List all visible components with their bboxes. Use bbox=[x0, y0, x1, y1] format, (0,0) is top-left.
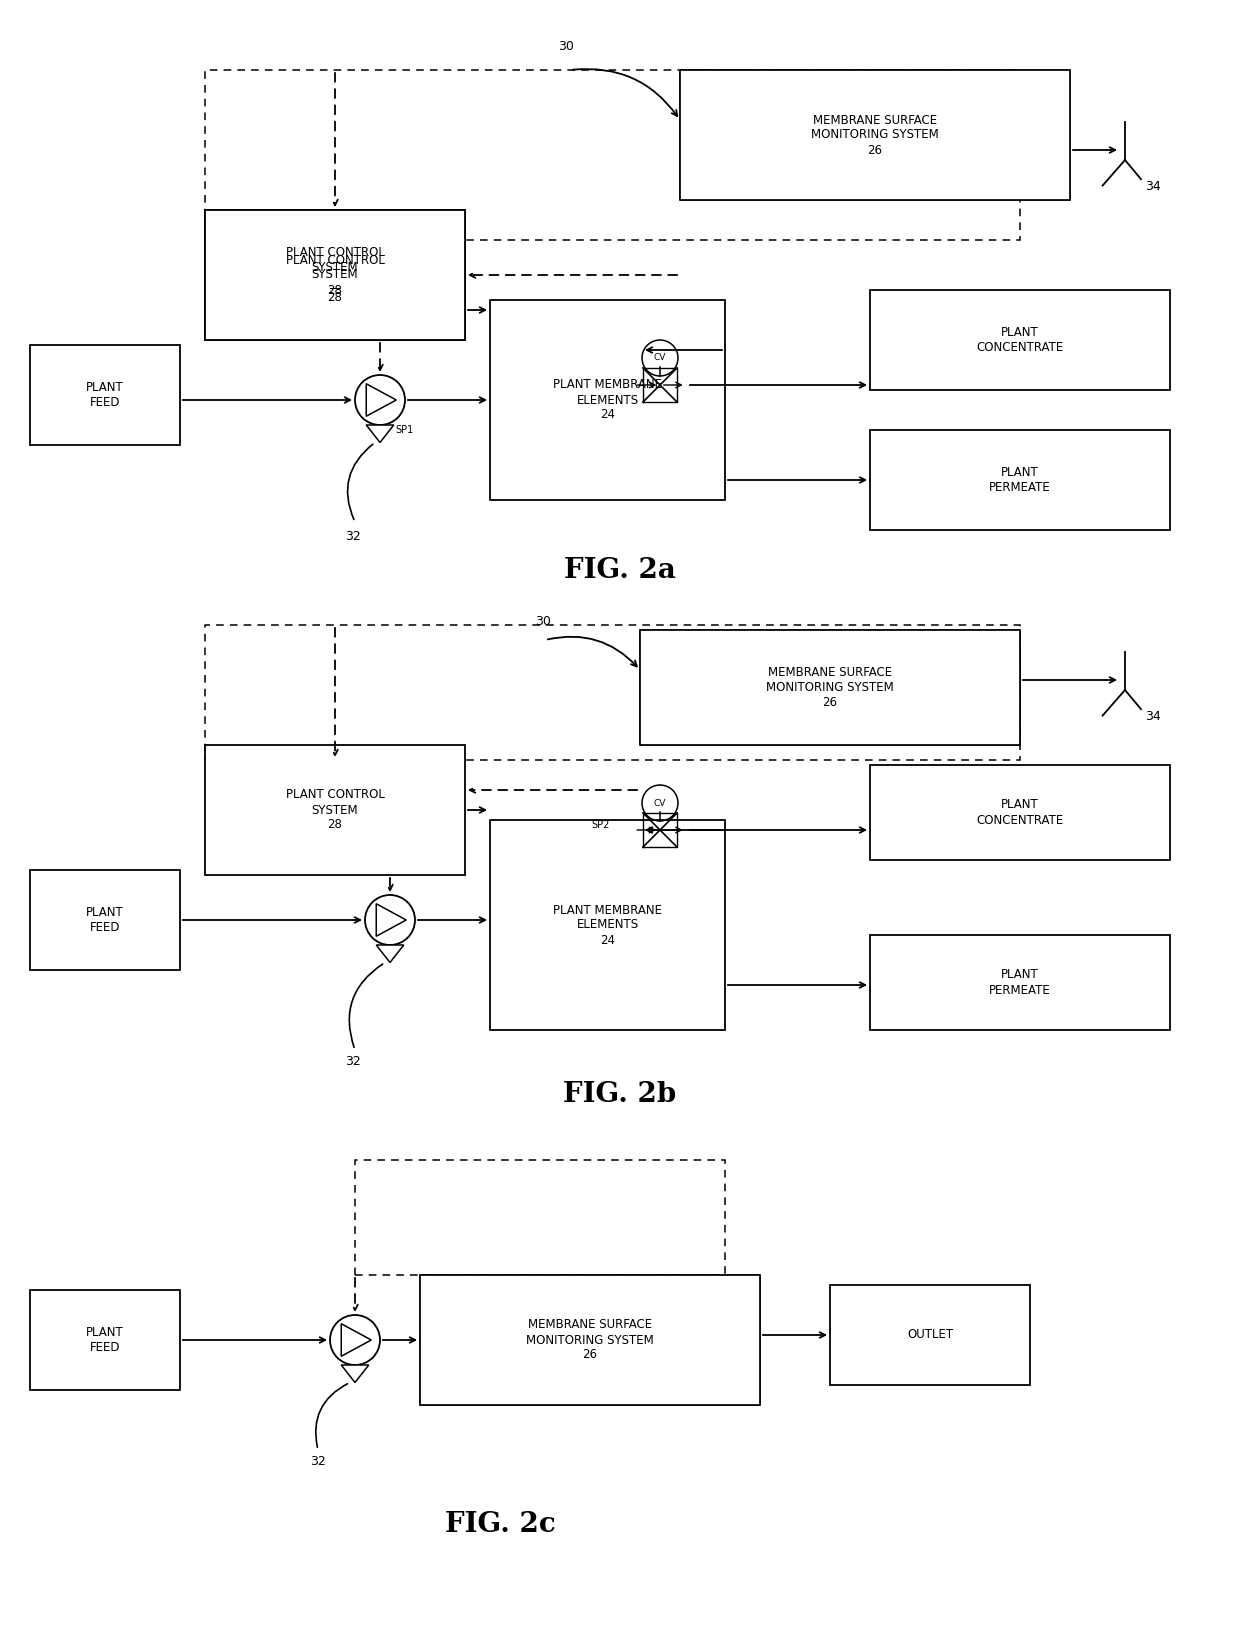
Text: PLANT MEMBRANE
ELEMENTS
24: PLANT MEMBRANE ELEMENTS 24 bbox=[553, 378, 662, 422]
FancyBboxPatch shape bbox=[30, 1289, 180, 1390]
Bar bbox=[205, 624, 1021, 760]
FancyBboxPatch shape bbox=[30, 346, 180, 445]
Polygon shape bbox=[376, 903, 407, 936]
Text: PLANT
PERMEATE: PLANT PERMEATE bbox=[990, 466, 1050, 494]
FancyBboxPatch shape bbox=[205, 210, 465, 341]
Text: 32: 32 bbox=[345, 530, 361, 543]
FancyBboxPatch shape bbox=[420, 1275, 760, 1405]
Text: 32: 32 bbox=[310, 1456, 326, 1469]
Text: PLANT CONTROL
SYSTEM
28: PLANT CONTROL SYSTEM 28 bbox=[285, 789, 384, 831]
FancyBboxPatch shape bbox=[640, 629, 1021, 745]
Text: 34: 34 bbox=[1145, 179, 1161, 192]
Text: MEMBRANE SURFACE
MONITORING SYSTEM
26: MEMBRANE SURFACE MONITORING SYSTEM 26 bbox=[526, 1319, 653, 1361]
Text: 30: 30 bbox=[534, 615, 551, 628]
Polygon shape bbox=[341, 1364, 368, 1382]
Text: PLANT MEMBRANE
ELEMENTS
24: PLANT MEMBRANE ELEMENTS 24 bbox=[553, 903, 662, 947]
Text: 34: 34 bbox=[1145, 711, 1161, 724]
Text: PLANT
PERMEATE: PLANT PERMEATE bbox=[990, 968, 1050, 996]
Text: 32: 32 bbox=[345, 1055, 361, 1068]
Text: MEMBRANE SURFACE
MONITORING SYSTEM
26: MEMBRANE SURFACE MONITORING SYSTEM 26 bbox=[811, 114, 939, 156]
Polygon shape bbox=[366, 383, 397, 416]
Text: PLANT
CONCENTRATE: PLANT CONCENTRATE bbox=[976, 326, 1064, 354]
Polygon shape bbox=[366, 425, 394, 442]
Text: 30: 30 bbox=[558, 41, 574, 54]
Text: FIG. 2b: FIG. 2b bbox=[563, 1081, 677, 1108]
Text: SP2: SP2 bbox=[591, 820, 610, 830]
Text: PLANT
FEED: PLANT FEED bbox=[86, 1325, 124, 1355]
Text: MEMBRANE SURFACE
MONITORING SYSTEM
26: MEMBRANE SURFACE MONITORING SYSTEM 26 bbox=[766, 667, 894, 709]
Text: FIG. 2a: FIG. 2a bbox=[564, 556, 676, 584]
Text: CV: CV bbox=[653, 354, 666, 362]
FancyBboxPatch shape bbox=[30, 870, 180, 970]
FancyBboxPatch shape bbox=[830, 1284, 1030, 1386]
Text: PLANT
FEED: PLANT FEED bbox=[86, 906, 124, 934]
FancyBboxPatch shape bbox=[870, 936, 1171, 1030]
Text: PLANT CONTROL
SYSTEM
__
28: PLANT CONTROL SYSTEM __ 28 bbox=[285, 246, 384, 305]
Text: PLANT CONTROL
SYSTEM
28: PLANT CONTROL SYSTEM 28 bbox=[285, 254, 384, 297]
Text: SP1: SP1 bbox=[396, 425, 413, 435]
Polygon shape bbox=[341, 1324, 371, 1356]
Text: CV: CV bbox=[653, 799, 666, 807]
FancyBboxPatch shape bbox=[870, 430, 1171, 530]
FancyBboxPatch shape bbox=[870, 764, 1171, 861]
Text: FIG. 2c: FIG. 2c bbox=[445, 1511, 556, 1539]
Polygon shape bbox=[376, 945, 404, 962]
FancyBboxPatch shape bbox=[205, 210, 465, 341]
FancyBboxPatch shape bbox=[870, 290, 1171, 390]
FancyBboxPatch shape bbox=[205, 745, 465, 875]
Bar bbox=[205, 70, 1021, 240]
Text: PLANT
FEED: PLANT FEED bbox=[86, 381, 124, 409]
Text: PLANT
CONCENTRATE: PLANT CONCENTRATE bbox=[976, 799, 1064, 826]
FancyBboxPatch shape bbox=[490, 300, 725, 500]
Bar bbox=[355, 1161, 725, 1275]
FancyBboxPatch shape bbox=[680, 70, 1070, 200]
FancyBboxPatch shape bbox=[490, 820, 725, 1030]
Text: OUTLET: OUTLET bbox=[906, 1328, 954, 1341]
